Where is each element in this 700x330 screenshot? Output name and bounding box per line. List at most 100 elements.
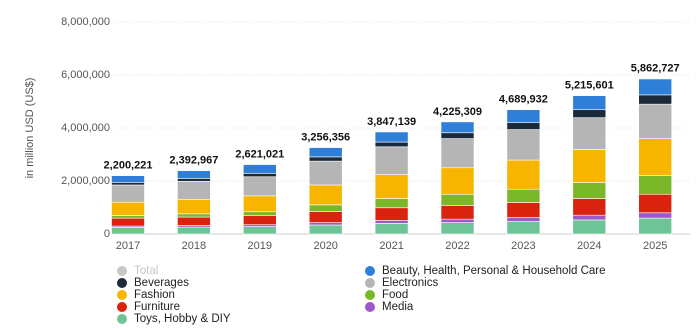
bar-segment <box>374 198 409 209</box>
legend-marker <box>117 314 127 324</box>
bar-segment <box>638 138 673 177</box>
bar-segment <box>177 178 211 182</box>
legend-label: Food <box>382 289 408 301</box>
bar-segment <box>506 221 541 235</box>
bar-segment <box>177 180 211 200</box>
bar-segment <box>111 227 145 235</box>
bar-segment <box>440 222 475 235</box>
bar-segment <box>308 222 343 226</box>
x-tick-label: 2020 <box>313 240 337 252</box>
bar-segment <box>374 174 409 199</box>
total-label: 2,200,221 <box>104 160 153 172</box>
bar-segment <box>506 202 541 218</box>
bar-segment <box>374 223 409 235</box>
bar-segment <box>638 193 673 214</box>
x-tick-label: 2023 <box>511 240 535 252</box>
total-label: 3,847,139 <box>367 116 416 128</box>
legend-marker <box>117 290 127 300</box>
legend-marker <box>365 302 375 312</box>
x-tick-label: 2025 <box>643 240 667 252</box>
x-tick-label: 2024 <box>577 240 601 252</box>
bar-segment <box>177 170 211 179</box>
bar-segment <box>638 217 673 235</box>
bar-segment <box>308 160 343 186</box>
bar-segment <box>177 213 211 218</box>
bar-segment <box>243 176 277 197</box>
bar-segment <box>243 211 277 217</box>
bar-segment <box>572 219 607 235</box>
total-label: 4,225,309 <box>433 106 482 118</box>
bar-segment <box>111 215 145 219</box>
bar-segment <box>374 207 409 221</box>
legend-marker <box>117 302 127 312</box>
legend-label: Media <box>382 301 414 313</box>
bar-segment <box>308 204 343 212</box>
x-tick-label: 2022 <box>445 240 469 252</box>
bar-segment <box>243 164 277 174</box>
y-tick-label: 6,000,000 <box>61 69 110 81</box>
bar-segment <box>638 103 673 139</box>
bar-segment <box>440 138 475 169</box>
bar-segment <box>111 184 145 203</box>
bar-segment <box>308 156 343 162</box>
bar-segment <box>572 149 607 183</box>
legend-label: Fashion <box>134 289 175 301</box>
y-tick-label: 4,000,000 <box>61 122 110 134</box>
bar-segment <box>572 109 607 118</box>
x-tick-label: 2018 <box>182 240 206 252</box>
bar-segment <box>440 193 475 206</box>
total-label: 3,256,356 <box>301 132 350 144</box>
bar-segment <box>243 195 277 213</box>
y-tick-label: 8,000,000 <box>61 16 110 28</box>
bar-segment <box>177 216 211 226</box>
bar-segment <box>111 217 145 227</box>
bar-segment <box>638 78 673 96</box>
bar-segment <box>111 182 145 186</box>
bar-segment <box>506 109 541 123</box>
bar-segment <box>506 122 541 130</box>
bar-segment <box>308 184 343 206</box>
total-label: 2,392,967 <box>169 154 218 166</box>
bar-segment <box>506 217 541 222</box>
legend-label: Beauty, Health, Personal & Household Car… <box>382 265 606 277</box>
bar-segment <box>572 182 607 199</box>
legend-label: Toys, Hobby & DIY <box>134 313 231 325</box>
bar-segment <box>374 146 409 175</box>
bar-segment <box>374 131 409 143</box>
bar-segment <box>308 224 343 235</box>
bar-segment <box>440 205 475 220</box>
total-label: 5,862,727 <box>631 63 680 75</box>
bar-segment <box>638 212 673 219</box>
y-axis-title: in million USD (US$) <box>24 78 36 179</box>
bar-segment <box>374 220 409 224</box>
y-tick-label: 0 <box>104 228 110 240</box>
bar-segment <box>440 218 475 223</box>
bar-segment <box>440 167 475 195</box>
bar-segment <box>111 201 145 216</box>
total-label: 4,689,932 <box>499 94 548 106</box>
legend-marker <box>365 266 375 276</box>
legend-label: Beverages <box>134 277 189 289</box>
bar-segment <box>111 175 145 183</box>
total-label: 5,215,601 <box>565 80 614 92</box>
x-tick-label: 2019 <box>248 240 272 252</box>
legend-marker <box>117 278 127 288</box>
bar-segment <box>506 129 541 161</box>
bar-segment <box>572 214 607 221</box>
bar-segment <box>638 94 673 105</box>
bar-segment <box>374 141 409 148</box>
bar-segment <box>177 226 211 235</box>
bar-segment <box>308 147 343 158</box>
legend-marker <box>117 266 127 276</box>
bar-segment <box>572 95 607 111</box>
bar-segment <box>308 211 343 223</box>
bar-segment <box>572 117 607 150</box>
legend-marker <box>365 278 375 288</box>
total-label: 2,621,021 <box>235 148 284 160</box>
bar-segment <box>572 198 607 216</box>
bar-segment <box>506 188 541 203</box>
y-tick-label: 2,000,000 <box>61 175 110 187</box>
x-tick-label: 2017 <box>116 240 140 252</box>
bar-segment <box>440 121 475 134</box>
